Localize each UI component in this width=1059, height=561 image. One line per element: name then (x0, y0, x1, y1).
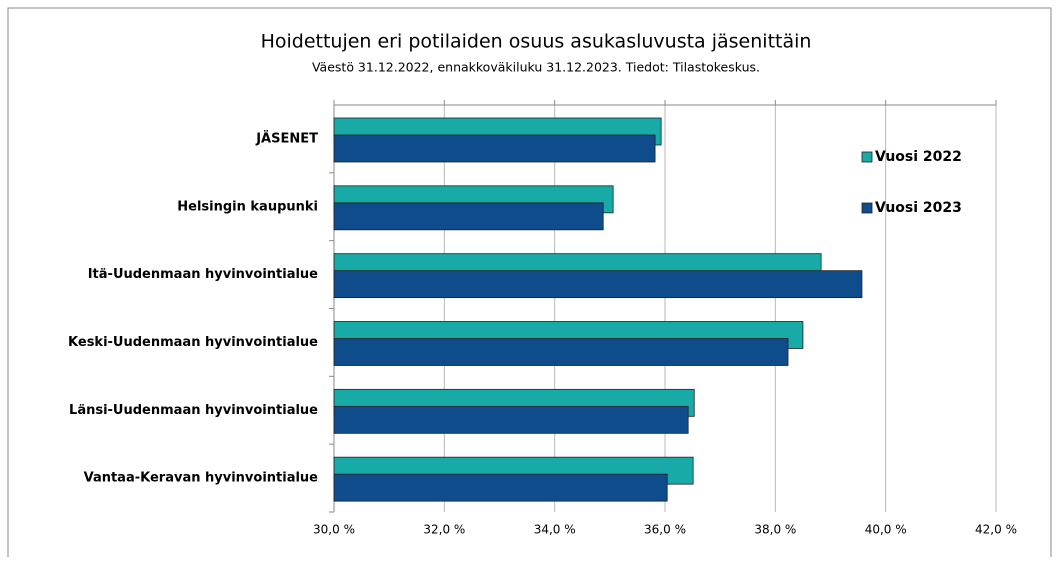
legend-label: Vuosi 2022 (875, 149, 962, 165)
x-tick-label: 42,0 % (975, 523, 1017, 537)
bar (333, 405, 689, 434)
x-tick-label: 38,0 % (754, 523, 796, 537)
bar (333, 202, 604, 231)
x-tick-label: 30,0 % (313, 523, 355, 537)
chart-title: Hoidettujen eri potilaiden osuus asukasl… (261, 31, 812, 53)
bar (333, 473, 668, 502)
legend-swatch (861, 151, 873, 163)
bar (333, 338, 789, 366)
legend-swatch (861, 202, 873, 214)
x-tick-label: 32,0 % (423, 523, 465, 537)
bar (333, 270, 863, 299)
bar (333, 134, 656, 163)
y-tick-label: Itä-Uudenmaan hyvinvointialue (88, 267, 318, 282)
legend-label: Vuosi 2023 (875, 200, 962, 216)
y-tick-label: Länsi-Uudenmaan hyvinvointialue (69, 403, 318, 418)
y-tick-label: JÄSENET (255, 130, 318, 146)
y-tick-label: Vantaa-Keravan hyvinvointialue (84, 471, 319, 486)
x-tick-label: 40,0 % (865, 523, 907, 537)
x-tick-label: 34,0 % (534, 523, 576, 537)
y-tick-label: Helsingin kaupunki (177, 199, 318, 214)
x-tick-label: 36,0 % (644, 523, 686, 537)
chart-subtitle: Väestö 31.12.2022, ennakkoväkiluku 31.12… (312, 60, 760, 75)
y-tick-label: Keski-Uudenmaan hyvinvointialue (68, 335, 318, 350)
